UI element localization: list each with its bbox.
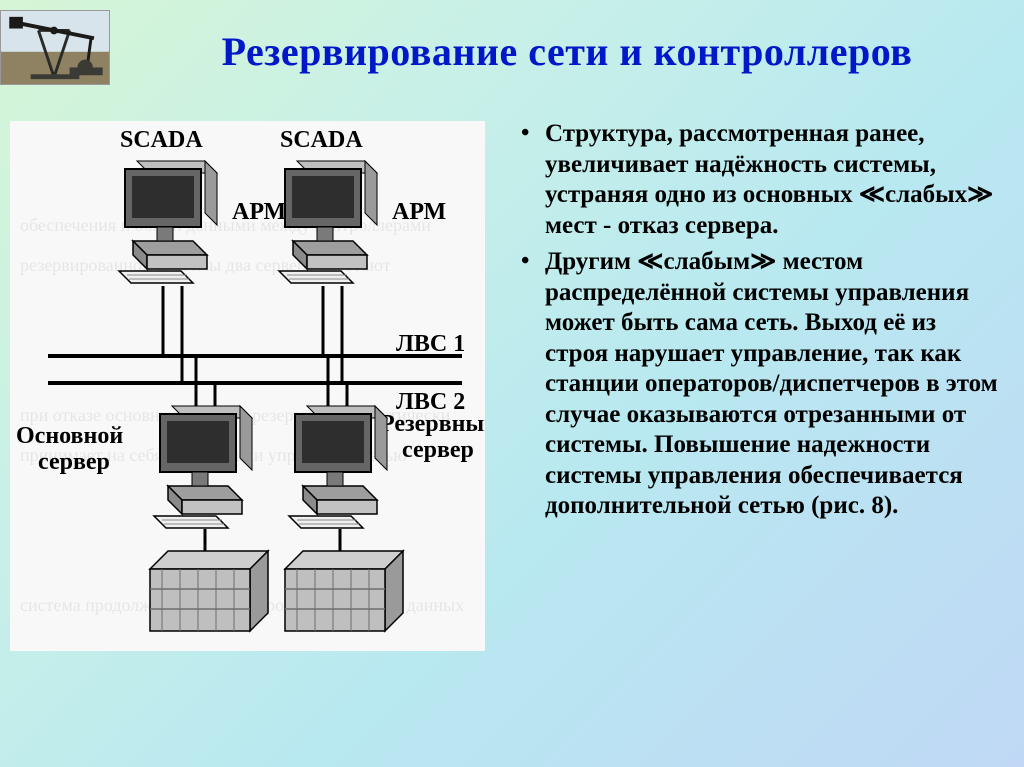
label-scada-right: SCADA	[280, 127, 363, 153]
bullet-item: Другим ≪слабым≫ местом распределённой си…	[515, 247, 1004, 522]
label-arm-right: АРМ	[392, 199, 446, 225]
node-server1-box	[150, 551, 268, 631]
node-server2-box	[285, 551, 403, 631]
label-scada-left: SCADA	[120, 127, 203, 153]
label-arm-left: АРМ	[232, 199, 286, 225]
label-backup-server-2: сервер	[402, 437, 474, 463]
slide-content: обеспечения и обмен данными между контро…	[0, 85, 1024, 651]
network-diagram: обеспечения и обмен данными между контро…	[10, 121, 485, 651]
bullet-item: Структура, рассмотренная ранее, увеличив…	[515, 119, 1004, 241]
label-main-server-2: сервер	[38, 449, 110, 475]
label-main-server-1: Основной	[16, 423, 123, 449]
logo-pumpjack	[0, 10, 110, 85]
label-backup-server-1: Резервный	[380, 411, 485, 437]
label-lan1: ЛВС 1	[396, 331, 465, 357]
slide-header: Резервирование сети и контроллеров	[0, 0, 1024, 85]
slide-title: Резервирование сети и контроллеров	[130, 28, 1004, 75]
bullet-list: Структура, рассмотренная ранее, увеличив…	[485, 115, 1004, 651]
